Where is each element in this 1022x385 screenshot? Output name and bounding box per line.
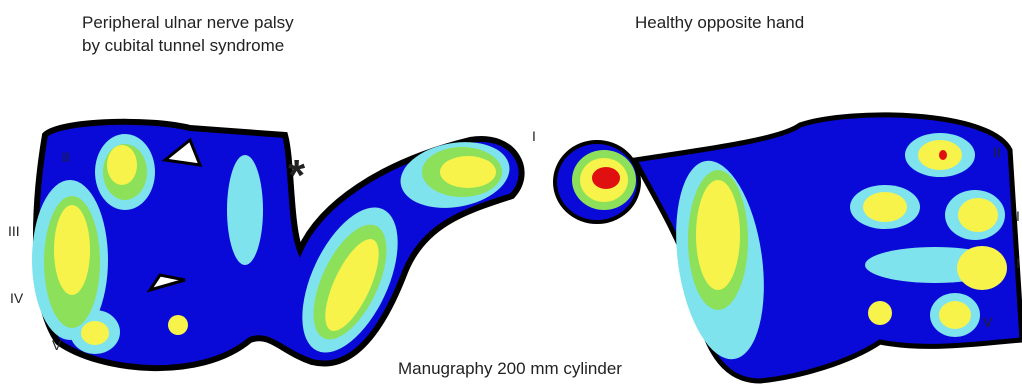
right-title: Healthy opposite hand — [635, 13, 804, 32]
left-title-line: by cubital tunnel syndrome — [82, 36, 284, 55]
left-pressure-map — [32, 122, 522, 368]
figure: Peripheral ulnar nerve palsy by cubital … — [0, 0, 1022, 385]
page: {"left_panel": {"title_lines": ["Periphe… — [0, 0, 1022, 385]
caption: Manugraphy 200 mm cylinder — [398, 359, 622, 378]
finger-label: V — [52, 337, 62, 353]
finger-label: II — [993, 144, 1001, 160]
finger-label: IV — [10, 290, 24, 306]
finger-label: III — [8, 223, 20, 239]
marker: * — [288, 151, 306, 200]
right-pressure-map — [555, 115, 1022, 381]
finger-label: I — [1016, 255, 1020, 271]
finger-label: I — [1016, 208, 1020, 224]
finger-label: I — [532, 128, 536, 144]
finger-label: V — [983, 314, 993, 330]
left-title-line: Peripheral ulnar nerve palsy — [82, 13, 294, 32]
finger-label: II — [62, 149, 70, 165]
